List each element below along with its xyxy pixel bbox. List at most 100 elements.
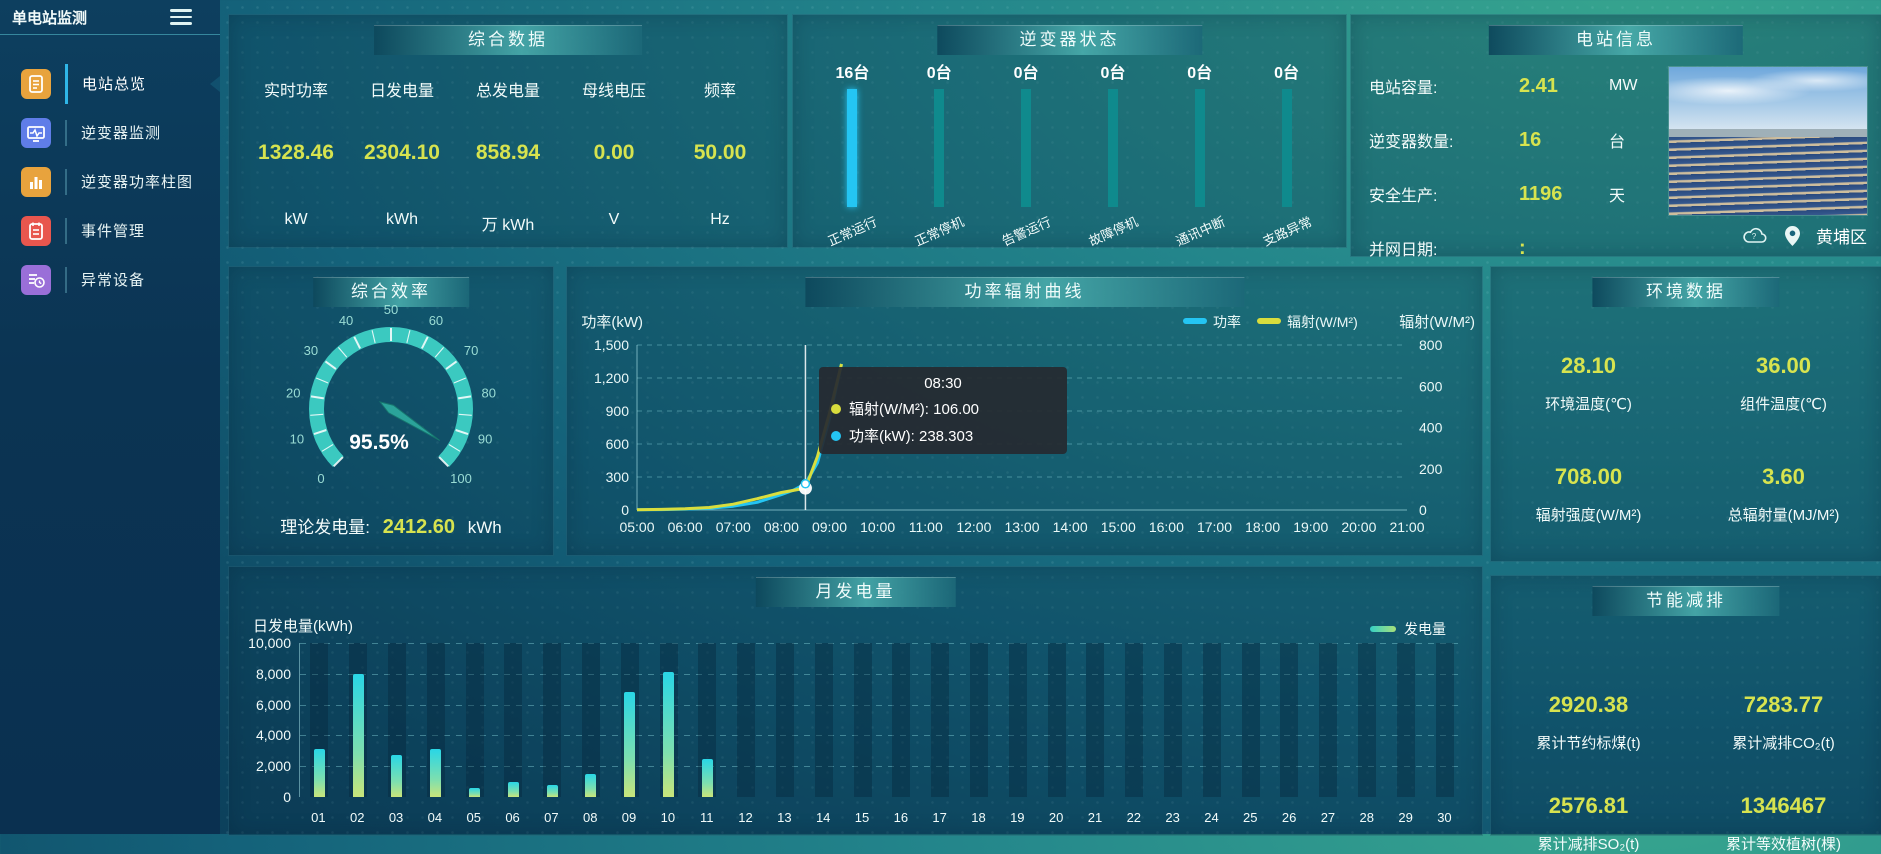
bar-day-18[interactable]	[960, 643, 999, 797]
radiation-chart-title: 功率辐射曲线	[804, 277, 1245, 307]
bar-background-stripe	[1086, 643, 1105, 797]
left-tick-label: 1,200	[594, 370, 629, 386]
bar-background-stripe	[1241, 643, 1260, 797]
monthly-x-tick: 02	[350, 810, 365, 825]
bar-day-26[interactable]	[1270, 643, 1309, 797]
bar-day-21[interactable]	[1076, 643, 1115, 797]
monthly-x-tick: 29	[1398, 810, 1413, 825]
x-tick-label: 17:00	[1197, 519, 1232, 535]
legend-swatch	[1370, 626, 1396, 632]
bar-day-17[interactable]	[921, 643, 960, 797]
hover-marker	[800, 479, 811, 489]
bar-day-20[interactable]	[1037, 643, 1076, 797]
sidebar-item-3[interactable]: 逆变器功率柱图	[0, 157, 220, 206]
left-tick-label: 1,500	[594, 337, 629, 353]
summary-metric: 日发电量 2304.10 kWh	[349, 77, 455, 235]
monthly-x-tick: 14	[815, 810, 831, 825]
bar-day-03[interactable]	[378, 643, 417, 797]
monthly-x-tick: 22	[1126, 810, 1142, 825]
menu-toggle-icon[interactable]	[170, 9, 192, 25]
bar-day-10[interactable]	[649, 643, 688, 797]
stat-value: 7283.77	[1743, 692, 1824, 717]
sidebar-item-label: 电站总览	[82, 76, 147, 93]
monthly-x-tick: 15	[854, 810, 870, 825]
sidebar-item-5[interactable]: 异常设备	[0, 255, 220, 304]
station-row-unit: 天	[1609, 188, 1626, 205]
monthly-y-tick: 8,000	[255, 665, 291, 682]
efficiency-gauge[interactable]: 0 10 20 30 40 50 60 70 80 90 100 95.5%	[229, 302, 553, 512]
monthly-y-tick: 4,000	[255, 727, 291, 744]
stat-label: 累计减排SO₂(t)	[1537, 836, 1640, 853]
bar-day-16[interactable]	[882, 643, 921, 797]
sidebar-menu: 电站总览逆变器监测 逆变器功率柱图 事件管理 异常设备	[0, 59, 220, 304]
environment-grid: 28.10 环境温度(℃) 36.00 组件温度(℃) 708.00 辐射强度(W/M²)…	[1491, 353, 1881, 525]
energy-saving-stat: 2920.38 累计节约标煤(t)	[1491, 692, 1686, 753]
sidebar-item-4[interactable]: 事件管理	[0, 206, 220, 255]
status-count: 0台	[1013, 65, 1039, 82]
summary-metrics: 实时功率 1328.46 kW 日发电量 2304.10 kWh 总发电量 858.94 万 k…	[243, 77, 773, 235]
bar-day-08[interactable]	[572, 643, 611, 797]
metric-unit: Hz	[710, 211, 730, 228]
inverter-status-item: 0台 支路异常	[1243, 59, 1330, 249]
bar-background-stripe	[892, 643, 911, 797]
bar-day-29[interactable]	[1386, 643, 1425, 797]
bar-day-02[interactable]	[339, 643, 378, 797]
bar-background-stripe	[1280, 643, 1299, 797]
bar-background-stripe	[814, 643, 833, 797]
inverter-status-bars: 16台 正常运行 0台 正常停机 0台 告警运行 0台 故障停机 0台 通讯中断 0台 支路异常	[809, 59, 1330, 249]
efficiency-title: 综合效率	[313, 277, 469, 307]
sidebar-item-2[interactable]: 逆变器监测	[0, 108, 220, 157]
bar-day-06[interactable]	[494, 643, 533, 797]
monthly-x-tick: 21	[1087, 810, 1103, 825]
item-separator	[65, 63, 68, 104]
bar-day-22[interactable]	[1115, 643, 1154, 797]
item-separator	[65, 266, 67, 293]
status-bar[interactable]	[1194, 89, 1205, 207]
weather-cloud-icon[interactable]: ?	[1741, 226, 1769, 246]
bar-day-25[interactable]	[1231, 643, 1270, 797]
station-info-row: 逆变器数量: 16 台	[1369, 113, 1669, 167]
bar-day-07[interactable]	[533, 643, 572, 797]
status-bar[interactable]	[1021, 89, 1032, 207]
bar-day-11[interactable]	[688, 643, 727, 797]
inverter-status-item: 0台 通讯中断	[1156, 59, 1243, 249]
sidebar-item-1[interactable]: 电站总览	[0, 59, 220, 108]
bar-day-01[interactable]	[300, 643, 339, 797]
summary-metric: 实时功率 1328.46 kW	[243, 77, 349, 235]
bar-day-09[interactable]	[610, 643, 649, 797]
status-label: 告警运行	[999, 213, 1054, 249]
summary-title: 综合数据	[374, 25, 642, 55]
bar-day-19[interactable]	[998, 643, 1037, 797]
bar-day-12[interactable]	[727, 643, 766, 797]
bar-day-24[interactable]	[1192, 643, 1231, 797]
bar-day-28[interactable]	[1348, 643, 1387, 797]
monthly-x-tick: 01	[311, 810, 326, 825]
right-tick-label: 600	[1419, 378, 1443, 394]
bar-day-30[interactable]	[1425, 643, 1464, 797]
bar-day-14[interactable]	[804, 643, 843, 797]
generation-bar	[701, 758, 713, 797]
bar-day-13[interactable]	[766, 643, 805, 797]
monthly-x-tick: 09	[621, 810, 637, 825]
monthly-x-tick: 28	[1359, 810, 1374, 825]
status-bar[interactable]	[847, 89, 858, 207]
station-info-row: 并网日期::	[1369, 221, 1669, 275]
energy-saving-stat: 2576.81 累计减排SO₂(t)	[1491, 793, 1686, 854]
bar-day-04[interactable]	[416, 643, 455, 797]
panel-inverter-status: 逆变器状态 16台 正常运行 0台 正常停机 0台 告警运行 0台 故障停机 0台 通讯中断 0台支…	[792, 14, 1347, 249]
status-bar[interactable]	[1281, 89, 1292, 207]
bar-background-stripe	[1357, 643, 1376, 797]
environment-title: 环境数据	[1592, 277, 1780, 307]
status-bar[interactable]	[934, 89, 945, 207]
bar-day-27[interactable]	[1309, 643, 1348, 797]
bar-day-15[interactable]	[843, 643, 882, 797]
bar-day-05[interactable]	[455, 643, 494, 797]
generation-bar	[313, 749, 325, 797]
bar-day-23[interactable]	[1154, 643, 1193, 797]
status-bar[interactable]	[1107, 89, 1118, 207]
monthly-bar-chart[interactable]	[299, 643, 1464, 797]
tooltip-row: 辐射(W/M²): 106.00	[831, 398, 1055, 419]
status-label: 支路异常	[1260, 213, 1314, 249]
inverter-status-item: 0台 正常停机	[896, 59, 983, 249]
right-tick-label: 800	[1419, 337, 1443, 353]
